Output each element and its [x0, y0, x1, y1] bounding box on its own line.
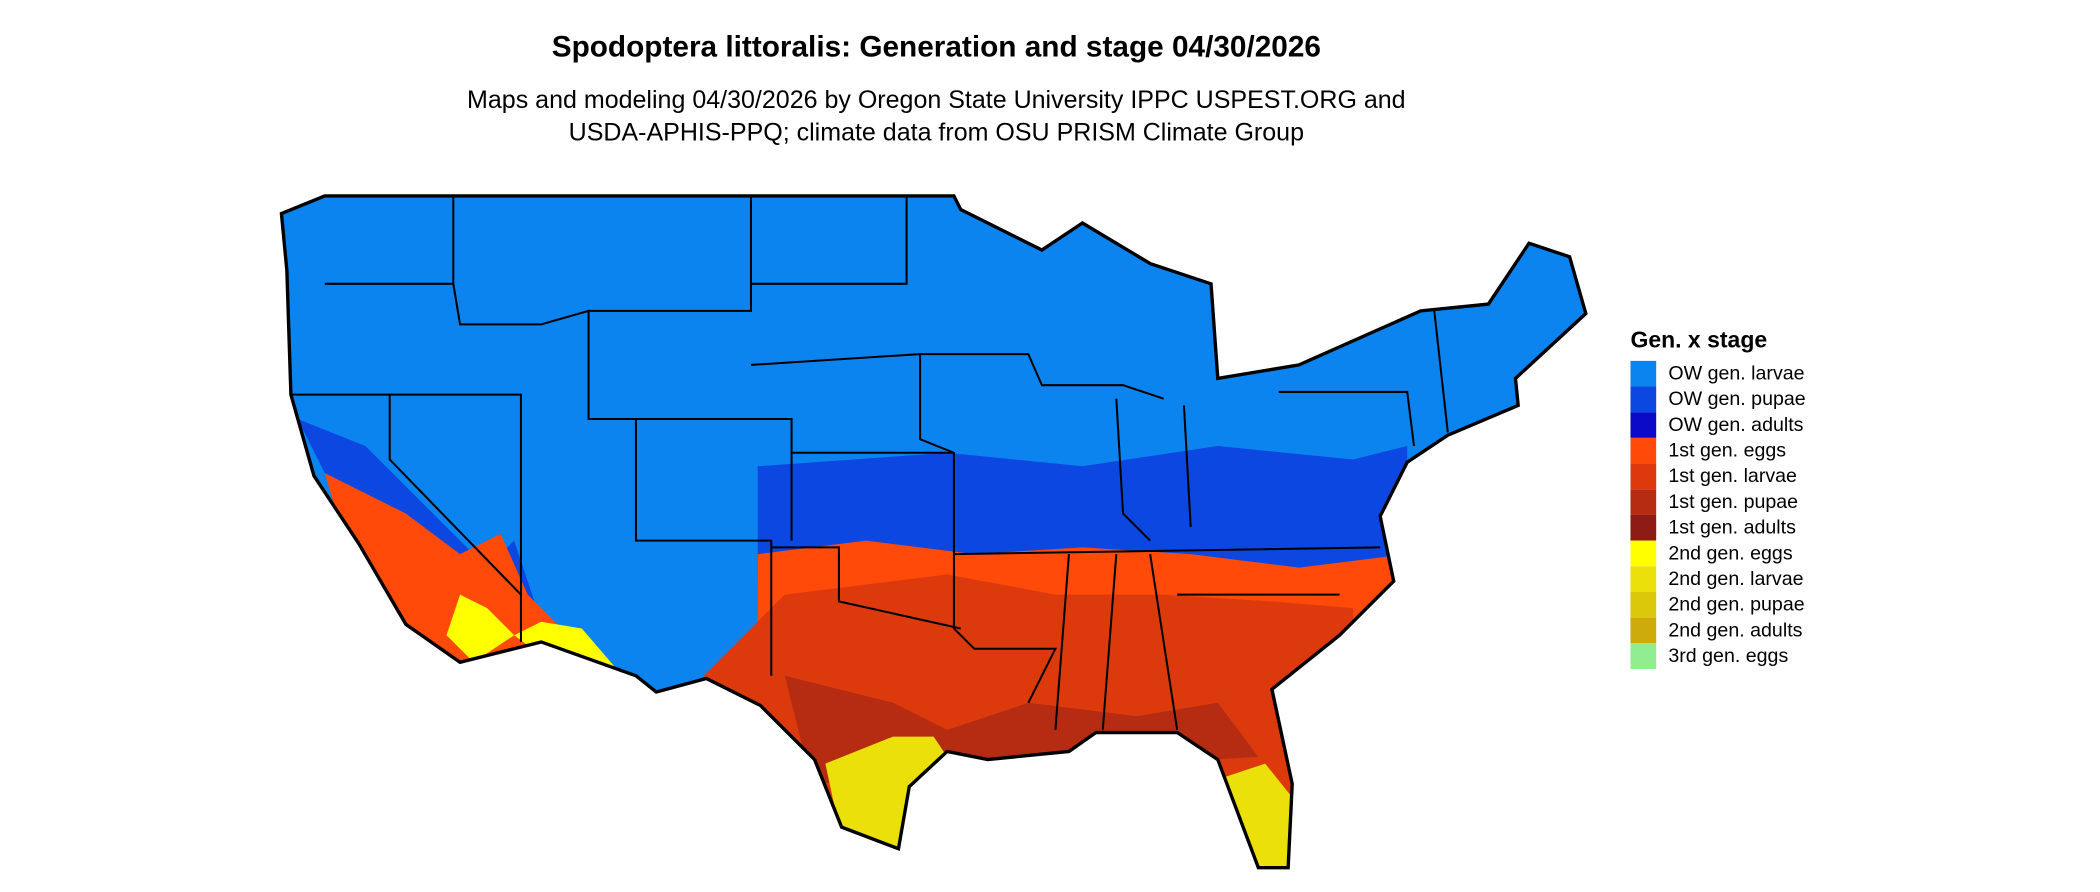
legend-label: OW gen. adults: [1668, 414, 1803, 436]
legend-label: 1st gen. adults: [1668, 517, 1796, 539]
legend-label: 3rd gen. eggs: [1668, 645, 1788, 667]
legend-title: Gen. x stage: [1630, 326, 1767, 352]
legend-swatch: [1630, 360, 1657, 387]
map: [281, 195, 1586, 868]
legend-swatch: [1630, 514, 1657, 541]
legend-label: 2nd gen. eggs: [1668, 542, 1792, 564]
legend-label: 2nd gen. larvae: [1668, 568, 1803, 590]
legend-label: 2nd gen. pupae: [1668, 594, 1804, 616]
legend-swatch: [1630, 540, 1657, 567]
subtitle: USDA-APHIS-PPQ; climate data from OSU PR…: [569, 119, 1304, 147]
title: Spodoptera littoralis: Generation and st…: [552, 31, 1321, 64]
legend-label: OW gen. pupae: [1668, 388, 1805, 410]
legend-swatch: [1630, 386, 1657, 413]
region: [446, 594, 515, 663]
legend-swatch: [1630, 617, 1657, 644]
subtitle: Maps and modeling 04/30/2026 by Oregon S…: [467, 86, 1406, 114]
legend-label: 2nd gen. adults: [1668, 619, 1802, 641]
legend-swatch: [1630, 463, 1657, 490]
legend-swatch: [1630, 591, 1657, 618]
legend-label: 1st gen. pupae: [1668, 491, 1798, 513]
legend: OW gen. larvae OW gen. pupae OW gen. adult…: [1630, 360, 1806, 669]
legend-label: 1st gen. larvae: [1668, 465, 1797, 487]
legend-swatch: [1630, 643, 1657, 669]
legend-swatch: [1630, 566, 1657, 592]
state-lines: [290, 195, 1449, 730]
country-outline: [279, 194, 1588, 870]
legend-swatch: [1630, 437, 1657, 464]
legend-swatch: [1630, 489, 1657, 515]
legend-label: 1st gen. eggs: [1668, 440, 1786, 462]
legend-label: OW gen. larvae: [1668, 363, 1804, 385]
region: [1224, 763, 1293, 868]
legend-swatch: [1630, 412, 1657, 438]
region: [825, 736, 948, 852]
